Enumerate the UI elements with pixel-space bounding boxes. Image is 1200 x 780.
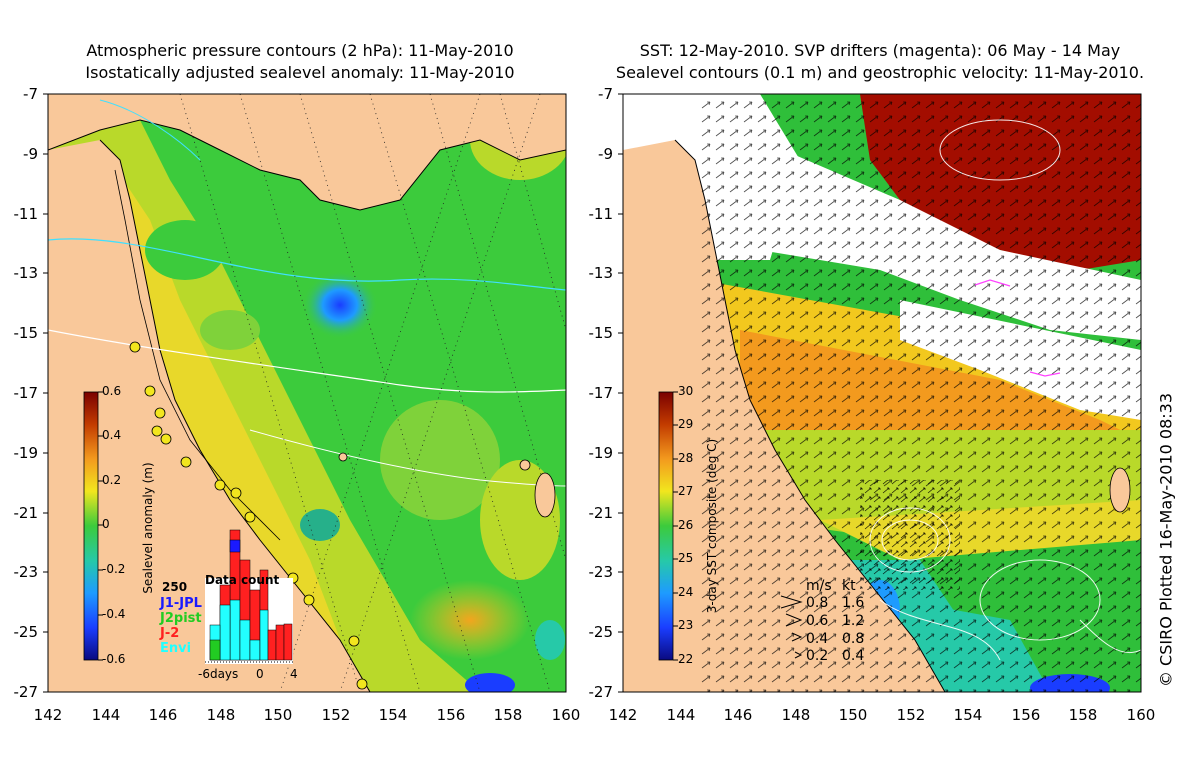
sst-cb-tick-7: 23 [678, 618, 694, 632]
sla-colorbar [83, 391, 99, 661]
right-xtick-2: 146 [723, 706, 753, 724]
sla-colorbar-label: Sealevel anomaly (m) [141, 462, 155, 594]
left-xtick-6: 154 [378, 706, 408, 724]
velocity-legend-kt-1: 1.2 [842, 613, 865, 629]
sla-cb-tick-3: 0 [102, 517, 110, 531]
inset-legend-j2pist: J2pist [160, 611, 202, 626]
velocity-legend-kt-2: 0.8 [842, 631, 865, 647]
left-xtick-2: 146 [148, 706, 178, 724]
sst-map [623, 94, 1141, 692]
credit-text: © CSIRO Plotted 16-May-2010 08:33 [1156, 392, 1176, 688]
sla-cb-tick-0: 0.6 [102, 384, 122, 398]
right-ytick-7: -21 [588, 504, 614, 522]
sst-cb-tick-2: 28 [678, 451, 694, 465]
left-xtick-3: 148 [206, 706, 236, 724]
velocity-legend-ms-0: 0.8 [806, 595, 829, 611]
velocity-legend-kt-3: 0.4 [842, 648, 865, 664]
right-xtick-6: 154 [953, 706, 983, 724]
velocity-legend-kt-header: kt [842, 578, 856, 594]
left-ytick-1: -9 [23, 145, 38, 163]
left-ytick-3: -13 [13, 264, 39, 282]
left-ytick-7: -21 [13, 504, 39, 522]
sst-cb-tick-3: 27 [678, 484, 694, 498]
velocity-legend-kt-0: 1.6 [842, 595, 865, 611]
right-xtick-3: 148 [781, 706, 811, 724]
right-title-line2: Sealevel contours (0.1 m) and geostrophi… [615, 63, 1145, 82]
inset-legend-j2: J-2 [160, 626, 180, 641]
right-xtick-1: 144 [666, 706, 696, 724]
right-xtick-7: 156 [1011, 706, 1041, 724]
sst-cb-tick-4: 26 [678, 518, 694, 532]
left-ytick-2: -11 [13, 205, 39, 223]
sst-cb-tick-1: 29 [678, 417, 694, 431]
right-ytick-3: -13 [588, 264, 614, 282]
left-xtick-5: 152 [321, 706, 351, 724]
data-count-inset [205, 529, 294, 664]
inset-xtick-end: 4 [290, 667, 298, 681]
velocity-legend-ms-header: m/s [806, 578, 832, 594]
inset-xtick-start: -6days [198, 667, 239, 681]
left-ytick-10: -27 [13, 683, 39, 701]
inset-ymax-label: 250 [162, 580, 188, 594]
right-ytick-2: -11 [588, 205, 614, 223]
sla-map [48, 94, 566, 692]
inset-title: Data count [205, 573, 280, 587]
tide-gauge-markers [129, 341, 368, 690]
velocity-legend-ms-3: 0.2 [806, 648, 829, 664]
right-ytick-0: -7 [598, 85, 613, 103]
left-ytick-4: -15 [13, 324, 39, 342]
sst-cb-tick-8: 22 [678, 652, 694, 666]
left-ytick-8: -23 [13, 563, 39, 581]
sst-cb-tick-0: 30 [678, 384, 694, 398]
inset-legend-envi: Envi [160, 641, 192, 656]
left-ytick-0: -7 [23, 85, 38, 103]
right-ytick-4: -15 [588, 324, 614, 342]
left-xtick-4: 150 [263, 706, 293, 724]
right-ytick-1: -9 [598, 145, 613, 163]
sst-cb-tick-6: 24 [678, 585, 694, 599]
inset-xtick-zero: 0 [256, 667, 264, 681]
left-xtick-9: 160 [551, 706, 581, 724]
right-ytick-5: -17 [588, 384, 614, 402]
left-xtick-0: 142 [33, 706, 63, 724]
right-xtick-9: 160 [1126, 706, 1156, 724]
sla-cb-tick-1: 0.4 [102, 428, 122, 442]
sla-cb-tick-2: 0.2 [102, 473, 122, 487]
velocity-legend-ms-2: 0.4 [806, 631, 829, 647]
left-xtick-1: 144 [91, 706, 121, 724]
sla-cb-tick-4: -0.2 [102, 562, 126, 576]
right-ytick-8: -23 [588, 563, 614, 581]
right-ytick-10: -27 [588, 683, 614, 701]
sla-cb-tick-6: -0.6 [102, 652, 126, 666]
left-title-line1: Atmospheric pressure contours (2 hPa): 1… [86, 41, 514, 60]
right-xtick-5: 152 [896, 706, 926, 724]
velocity-legend-ms-1: 0.6 [806, 613, 829, 629]
sst-cb-tick-5: 25 [678, 551, 694, 565]
inset-legend-j1: J1-JPL [160, 596, 202, 611]
right-ytick-6: -19 [588, 444, 614, 462]
right-xtick-0: 142 [608, 706, 638, 724]
velocity-legend-arrows [780, 595, 803, 659]
sst-colorbar-label: 3-day SST composite (deg C) [705, 438, 719, 614]
right-title-line1: SST: 12-May-2010. SVP drifters (magenta)… [639, 41, 1121, 60]
right-xtick-4: 150 [838, 706, 868, 724]
right-ytick-9: -25 [588, 623, 614, 641]
sst-colorbar [658, 391, 674, 661]
left-ytick-9: -25 [13, 623, 39, 641]
left-ytick-5: -17 [13, 384, 39, 402]
right-xtick-8: 158 [1068, 706, 1098, 724]
left-xtick-7: 156 [436, 706, 466, 724]
left-xtick-8: 158 [493, 706, 523, 724]
sla-cb-tick-5: -0.4 [102, 607, 126, 621]
left-ytick-6: -19 [13, 444, 39, 462]
left-title-line2: Isostatically adjusted sealevel anomaly:… [85, 63, 515, 82]
